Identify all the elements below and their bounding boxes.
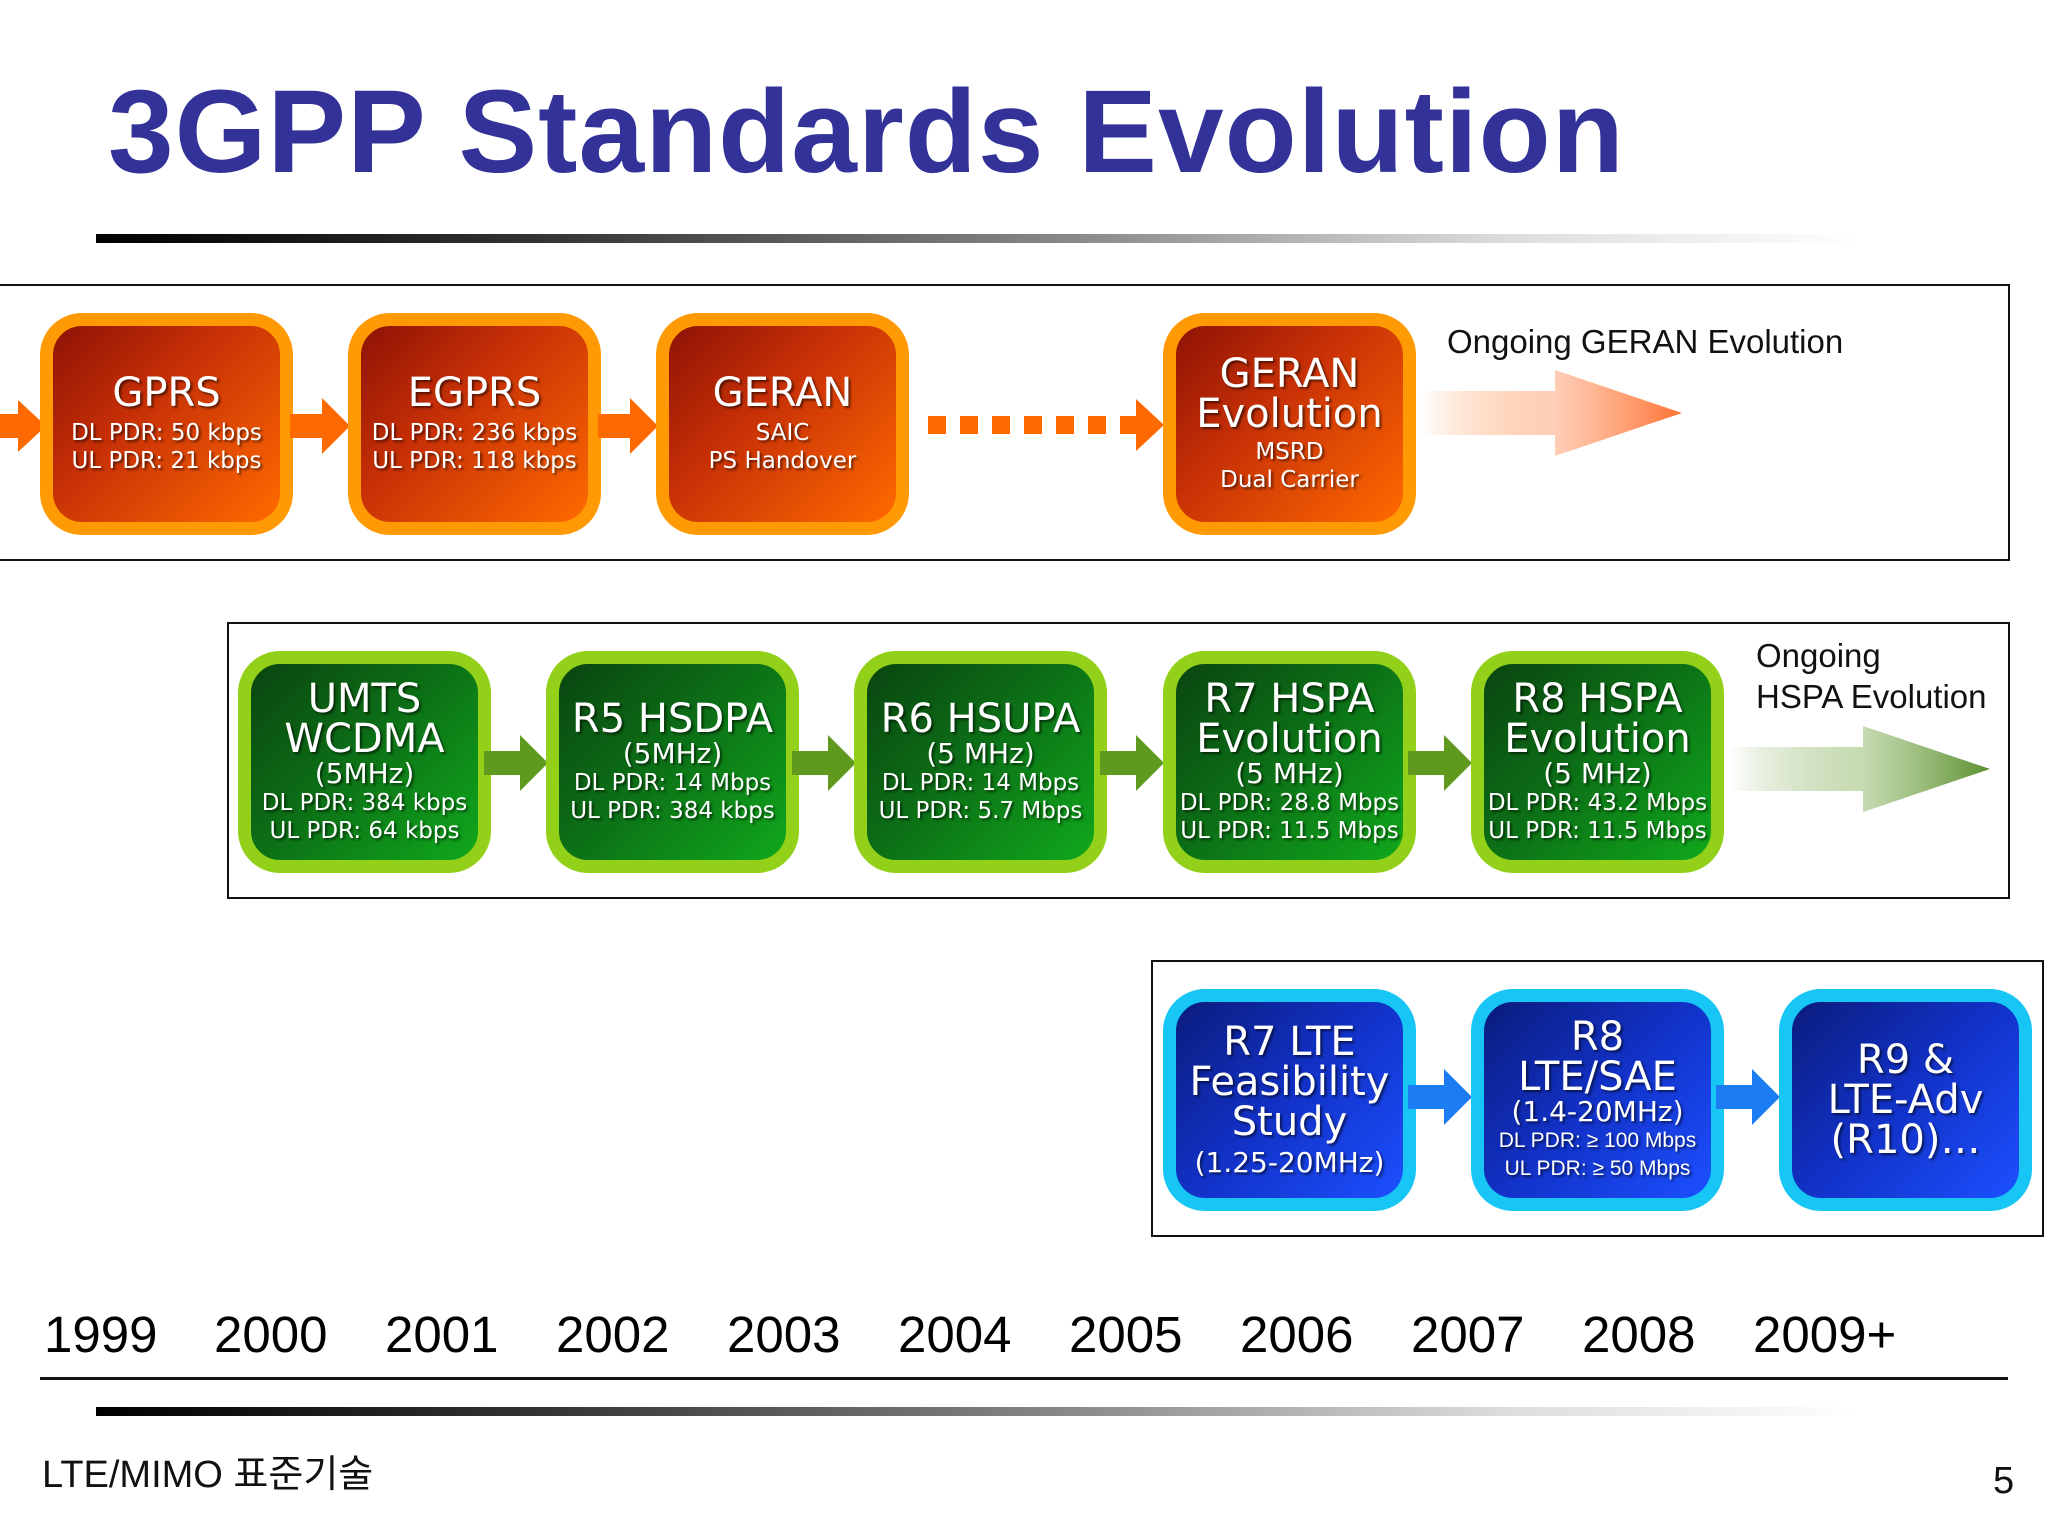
geran-box-title: GERAN [1219, 351, 1360, 397]
timeline-year: 2000 [214, 1306, 328, 1363]
timeline-axis [40, 1377, 2008, 1380]
lte-box-title: LTE/SAE [1518, 1054, 1677, 1100]
hspa-box-r6-hsupa: R6 HSUPA (5 MHz) DL PDR: 14 Mbps UL PDR:… [854, 651, 1107, 873]
hspa-box-subtitle: (5MHz) [314, 757, 415, 790]
geran-box-title: GPRS [112, 370, 221, 416]
lte-box-title: R9 & [1856, 1037, 1955, 1083]
geran-box-geran-evolution: GERAN Evolution MSRD Dual Carrier [1163, 313, 1416, 535]
hspa-box-r7-hspa-evolution: R7 HSPA Evolution (5 MHz) DL PDR: 28.8 M… [1163, 651, 1416, 873]
ongoing-hspa-line: HSPA Evolution [1756, 678, 1987, 715]
hspa-box-title: Evolution [1196, 716, 1383, 762]
lte-box-r9-lte-adv: R9 & LTE-Adv (R10)… [1779, 989, 2032, 1211]
timeline-year: 2003 [727, 1306, 841, 1363]
lte-box-title: Study [1231, 1099, 1348, 1145]
hspa-box-subtitle: (5MHz) [622, 737, 723, 770]
hspa-box-title: WCDMA [284, 716, 445, 762]
hspa-box-line: DL PDR: 28.8 Mbps [1179, 790, 1400, 816]
ongoing-geran-label: Ongoing GERAN Evolution [1447, 323, 1844, 360]
timeline-year: 2009+ [1753, 1306, 1897, 1363]
hspa-box-subtitle: (5 MHz) [926, 737, 1035, 770]
hspa-box-line: UL PDR: 11.5 Mbps [1180, 818, 1399, 844]
geran-box-geran: GERAN SAIC PS Handover [656, 313, 909, 535]
timeline-year: 2002 [556, 1306, 670, 1363]
hspa-box-title: R6 HSUPA [880, 696, 1081, 742]
lte-box-subtitle: (1.4-20MHz) [1511, 1095, 1684, 1128]
lte-box-r7-lte-feasibility: R7 LTE Feasibility Study (1.25-20MHz) [1163, 989, 1416, 1211]
lte-box-line: UL PDR: ≥ 50 Mbps [1504, 1157, 1691, 1180]
hspa-box-r5-hsdpa: R5 HSDPA (5MHz) DL PDR: 14 Mbps UL PDR: … [546, 651, 799, 873]
hspa-box-line: DL PDR: 14 Mbps [881, 770, 1080, 796]
hspa-box-subtitle: (5 MHz) [1543, 757, 1652, 790]
timeline-year: 2001 [385, 1306, 499, 1363]
lte-box-title: LTE-Adv [1827, 1077, 1984, 1123]
hspa-box-subtitle: (5 MHz) [1235, 757, 1344, 790]
hspa-box-title: R8 HSPA [1512, 676, 1683, 722]
hspa-box-line: DL PDR: 384 kbps [261, 790, 468, 816]
timeline-year: 2006 [1240, 1306, 1354, 1363]
hspa-box-line: UL PDR: 384 kbps [570, 798, 775, 824]
arrow-right-icon [290, 398, 350, 454]
footer-text: LTE/MIMO 표준기술 [42, 1454, 374, 1496]
page-number: 5 [1993, 1460, 2015, 1502]
arrow-right-icon [1408, 1069, 1472, 1125]
timeline-year: 2008 [1582, 1306, 1696, 1363]
hspa-box-line: UL PDR: 5.7 Mbps [878, 798, 1083, 824]
hspa-box-line: DL PDR: 14 Mbps [573, 770, 772, 796]
geran-box-line: UL PDR: 118 kbps [372, 448, 577, 474]
lte-box-r8-lte-sae: R8 LTE/SAE (1.4-20MHz) DL PDR: ≥ 100 Mbp… [1471, 989, 1724, 1211]
hspa-box-line: DL PDR: 43.2 Mbps [1487, 790, 1708, 816]
dotted-arrow-right-icon [928, 399, 1164, 451]
geran-box-egprs: EGPRS DL PDR: 236 kbps UL PDR: 118 kbps [348, 313, 601, 535]
geran-box-line: SAIC [755, 420, 810, 446]
hspa-box-r8-hspa-evolution: R8 HSPA Evolution (5 MHz) DL PDR: 43.2 M… [1471, 651, 1724, 873]
geran-box-line: DL PDR: 50 kbps [71, 420, 262, 446]
geran-box-title: EGPRS [407, 370, 542, 416]
lte-box-title: (R10)… [1830, 1117, 1981, 1163]
arrow-right-icon [484, 735, 548, 791]
geran-box-line: UL PDR: 21 kbps [71, 448, 262, 474]
geran-box-line: PS Handover [708, 448, 857, 474]
lte-box-line: DL PDR: ≥ 100 Mbps [1498, 1129, 1697, 1152]
timeline-year: 1999 [44, 1306, 158, 1363]
arrow-right-icon [1100, 735, 1164, 791]
arrow-right-icon [792, 735, 856, 791]
ongoing-hspa-label: Ongoing HSPA Evolution [1756, 635, 1987, 717]
page-title: 3GPP Standards Evolution [108, 66, 1625, 198]
footer-divider [96, 1407, 1861, 1416]
hspa-box-title: Evolution [1504, 716, 1691, 762]
hspa-box-umts-wcdma: UMTS WCDMA (5MHz) DL PDR: 384 kbps UL PD… [238, 651, 491, 873]
title-divider [96, 234, 1861, 243]
timeline-year: 2005 [1069, 1306, 1183, 1363]
hspa-box-title: R5 HSDPA [571, 696, 774, 742]
arrow-right-icon [598, 398, 658, 454]
hspa-box-line: UL PDR: 11.5 Mbps [1488, 818, 1707, 844]
lte-box-title: R7 LTE [1223, 1019, 1356, 1065]
arrow-right-icon [1716, 1069, 1780, 1125]
arrow-right-icon [0, 400, 46, 452]
ongoing-hspa-line: Ongoing [1756, 637, 1881, 674]
arrow-right-icon [1408, 735, 1472, 791]
geran-box-line: MSRD [1255, 439, 1324, 465]
timeline-year: 2007 [1411, 1306, 1525, 1363]
timeline-year: 2004 [898, 1306, 1012, 1363]
lte-box-title: R8 [1570, 1014, 1625, 1060]
geran-box-title: Evolution [1196, 391, 1383, 437]
hspa-box-title: UMTS [307, 676, 422, 722]
hspa-box-title: R7 HSPA [1204, 676, 1375, 722]
lte-box-title: Feasibility [1189, 1059, 1390, 1105]
geran-box-title: GERAN [712, 370, 853, 416]
gradient-arrow-right-icon [1420, 370, 1682, 456]
lte-box-subtitle: (1.25-20MHz) [1194, 1146, 1385, 1179]
geran-box-gprs: GPRS DL PDR: 50 kbps UL PDR: 21 kbps [40, 313, 293, 535]
hspa-box-line: UL PDR: 64 kbps [269, 818, 460, 844]
gradient-arrow-right-icon [1728, 726, 1990, 812]
geran-box-line: DL PDR: 236 kbps [371, 420, 578, 446]
geran-box-line: Dual Carrier [1220, 467, 1359, 493]
